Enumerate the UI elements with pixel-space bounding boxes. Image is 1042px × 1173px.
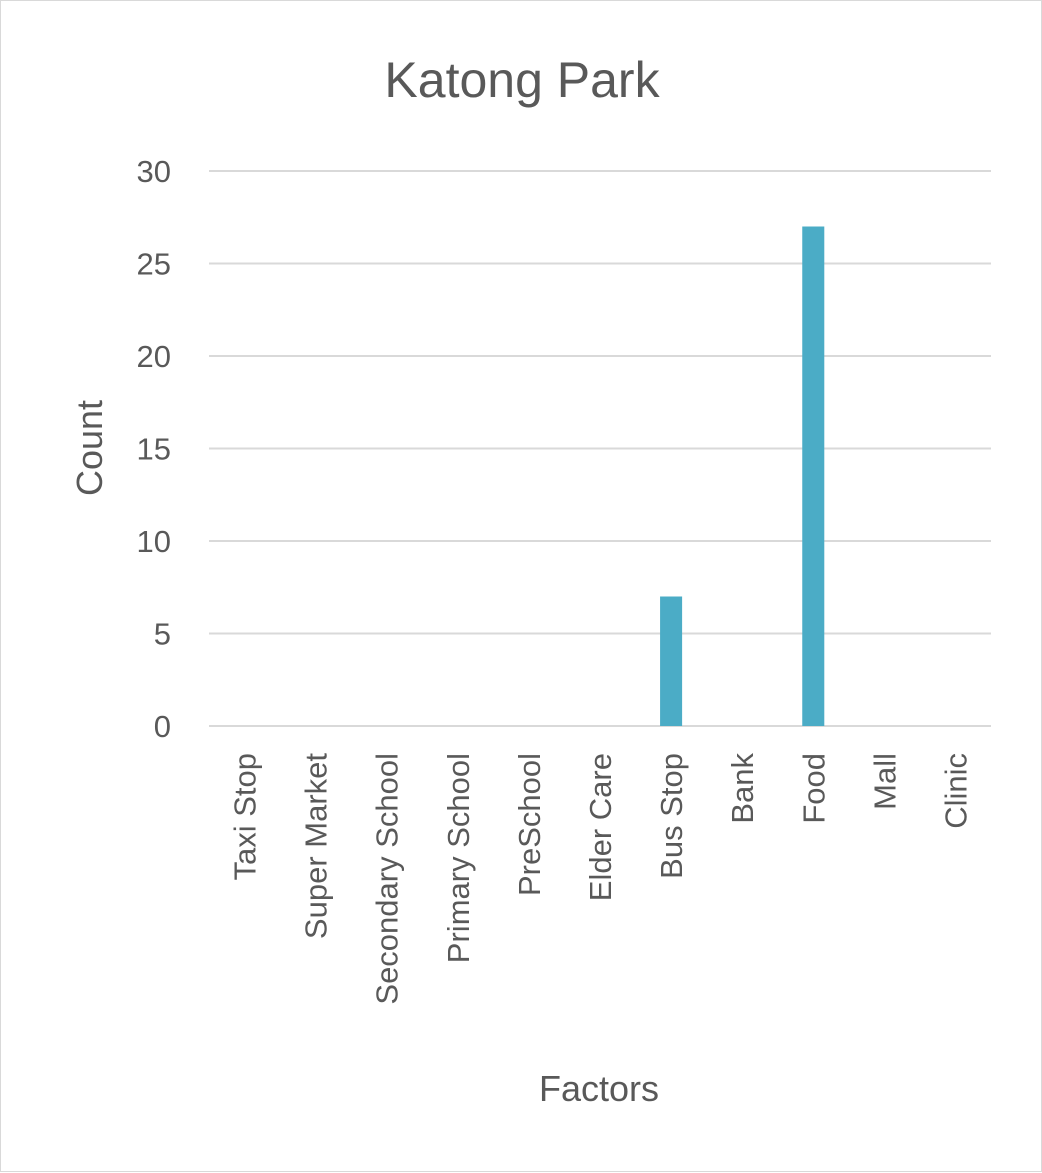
y-tick-label: 25 xyxy=(137,247,171,282)
gridlines xyxy=(209,170,991,727)
x-category-label: Super Market xyxy=(299,753,334,939)
x-category-label: Bus Stop xyxy=(654,753,689,879)
x-category-label: Bank xyxy=(725,753,760,824)
x-category-label: PreSchool xyxy=(512,753,547,896)
y-tick-label: 5 xyxy=(154,617,171,652)
bars xyxy=(660,226,825,726)
x-category-label: Clinic xyxy=(938,753,973,829)
x-category-label: Primary School xyxy=(441,753,476,963)
x-axis-categories: Taxi Stop Super Market Secondary School Pri… xyxy=(228,753,974,1005)
y-axis-title: Count xyxy=(69,400,110,496)
x-category-label: Food xyxy=(796,753,831,824)
x-category-label: Elder Care xyxy=(583,753,618,901)
bar-bus-stop xyxy=(660,596,683,726)
x-category-label: Taxi Stop xyxy=(228,753,263,881)
x-category-label: Secondary School xyxy=(370,753,405,1005)
y-tick-label: 30 xyxy=(137,154,171,189)
y-axis-ticks: 0 5 10 15 20 25 30 xyxy=(137,154,171,744)
y-tick-label: 20 xyxy=(137,339,171,374)
y-tick-label: 0 xyxy=(154,709,171,744)
y-tick-label: 15 xyxy=(137,432,171,467)
chart-title: Katong Park xyxy=(384,52,660,108)
x-axis-title: Factors xyxy=(539,1068,659,1109)
y-tick-label: 10 xyxy=(137,524,171,559)
bar-food xyxy=(802,226,825,726)
x-category-label: Mall xyxy=(867,753,902,810)
